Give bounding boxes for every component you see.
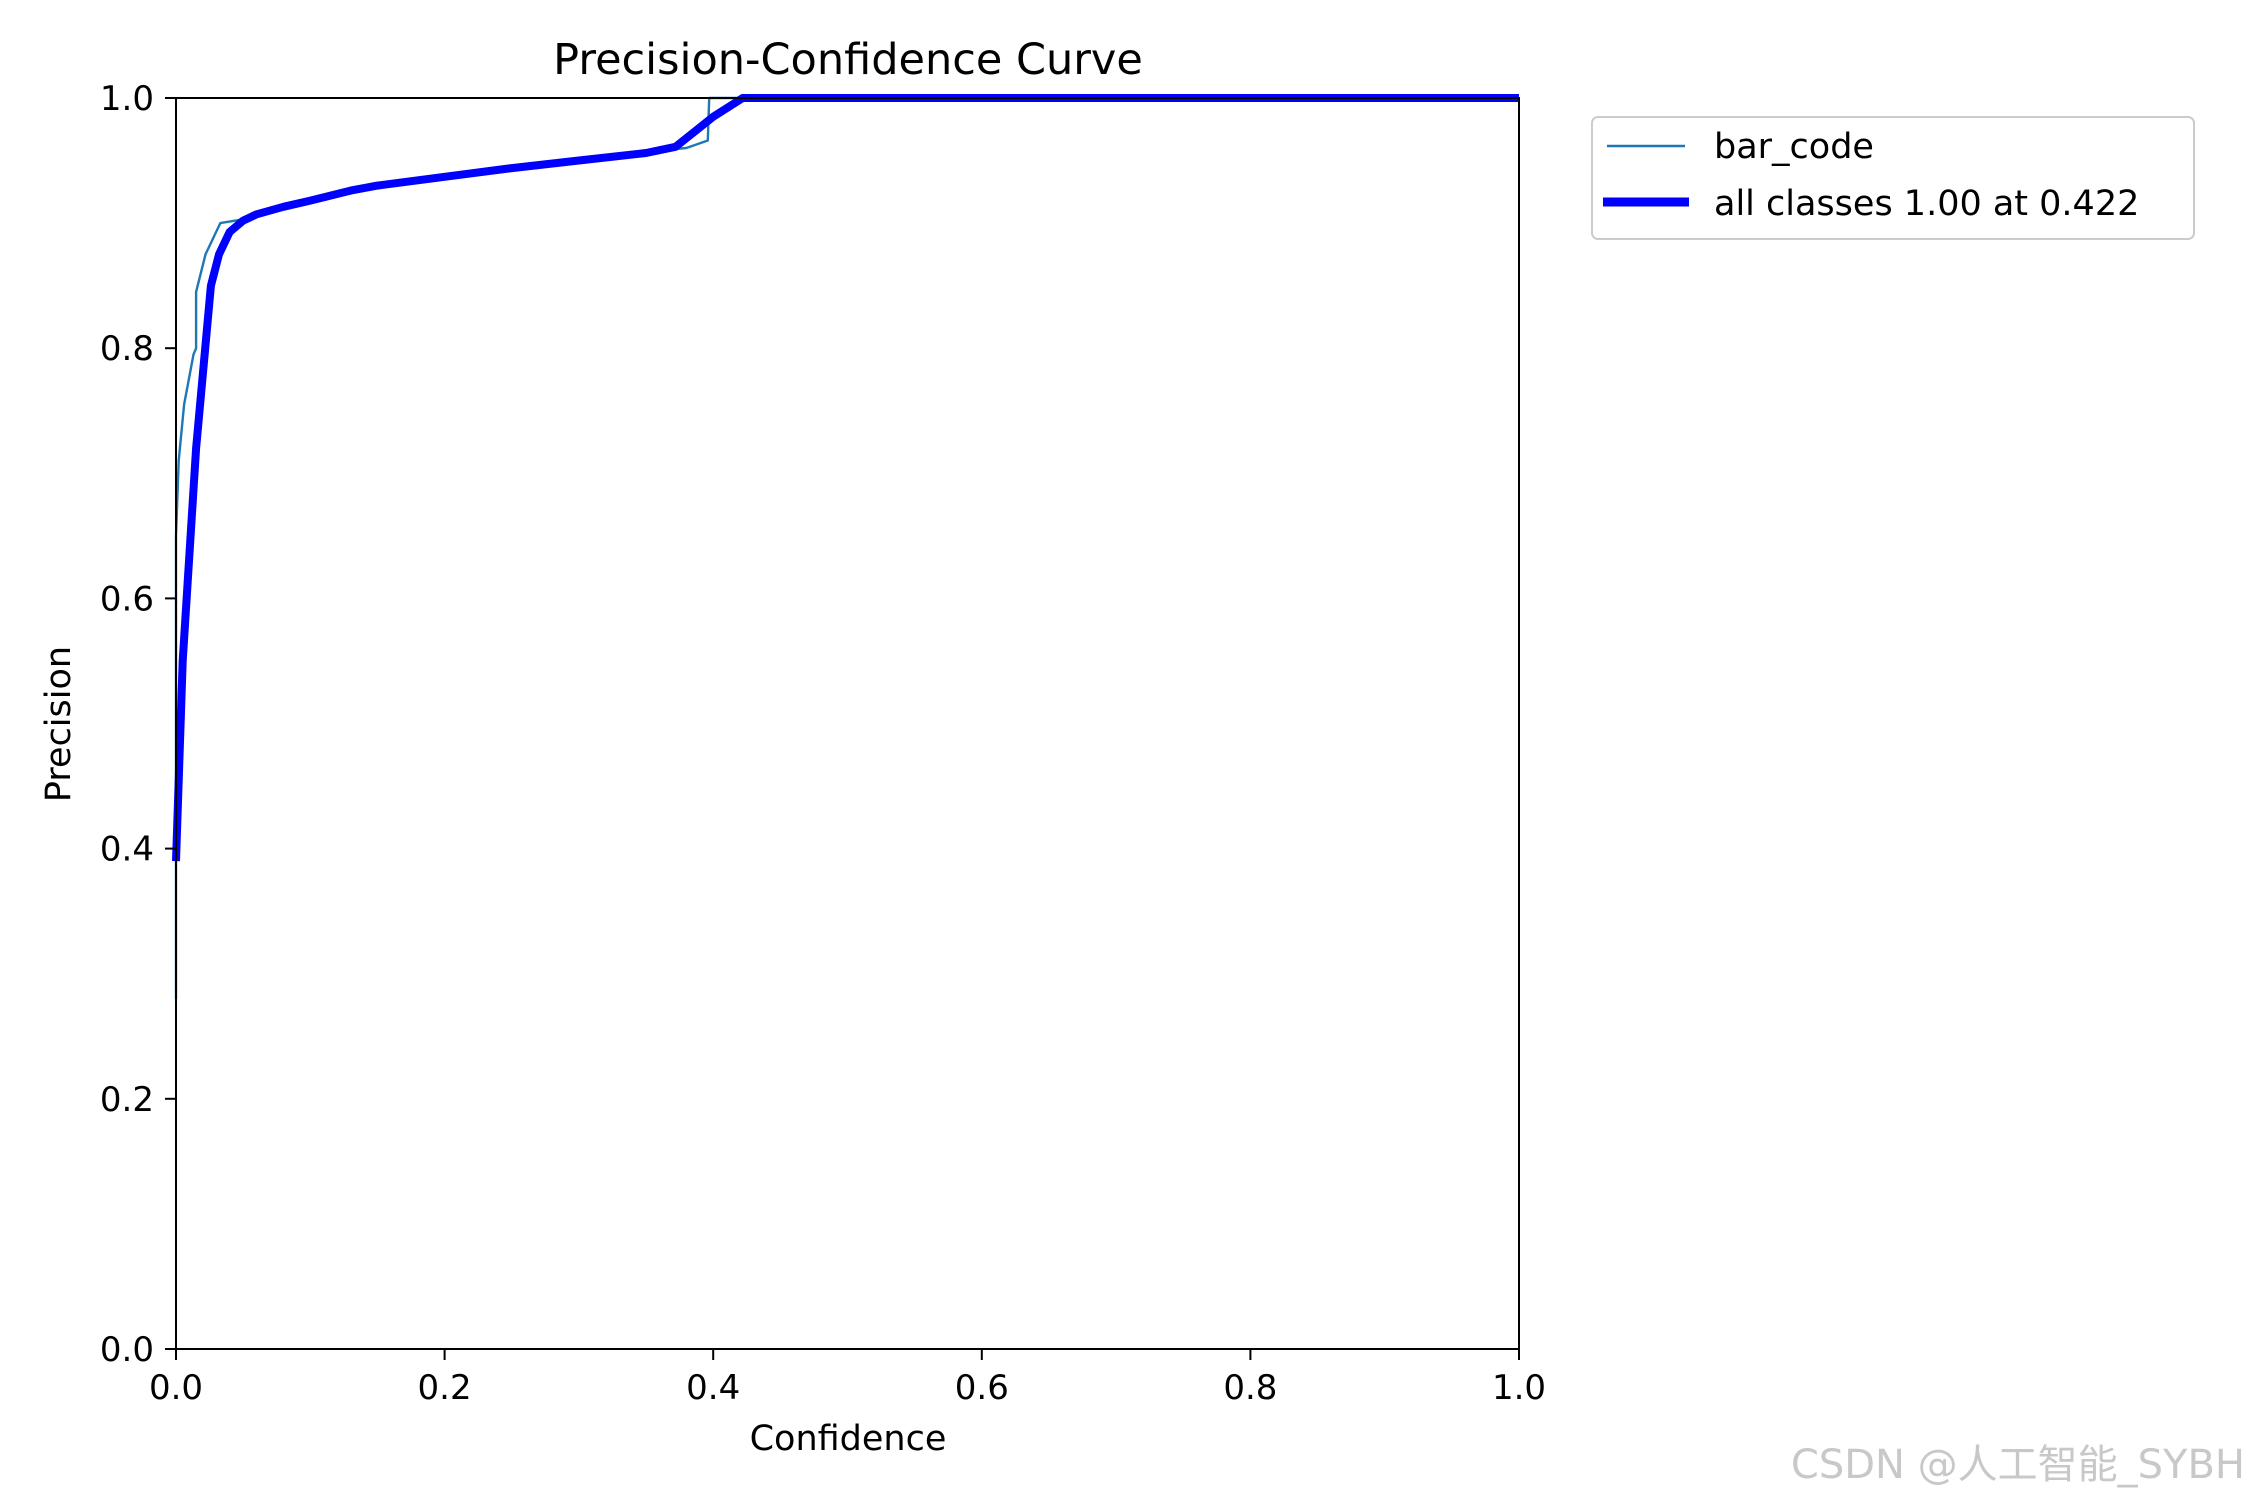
x-tick-label: 0.6 <box>955 1368 1009 1408</box>
x-axis-title: Confidence <box>750 1419 947 1459</box>
y-tick-label: 0.8 <box>100 329 154 369</box>
y-tick-label: 0.0 <box>100 1330 154 1370</box>
x-tick-label: 0.0 <box>149 1368 203 1408</box>
x-tick-label: 0.4 <box>686 1368 740 1408</box>
x-axis: 0.0 0.2 0.4 0.6 0.8 1.0 <box>149 1349 1546 1408</box>
watermark-text: CSDN @人工智能_SYBH <box>1791 1442 2245 1488</box>
y-axis-title: Precision <box>39 646 79 802</box>
x-tick-label: 0.2 <box>418 1368 472 1408</box>
y-axis: 0.0 0.2 0.4 0.6 0.8 1.0 <box>100 79 176 1370</box>
legend-box <box>1591 116 2195 240</box>
y-tick-label: 0.2 <box>100 1080 154 1120</box>
legend-label-all-classes: all classes 1.00 at 0.422 <box>1714 184 2139 224</box>
y-tick-label: 0.4 <box>100 830 154 870</box>
y-tick-label: 0.6 <box>100 579 154 619</box>
x-tick-label: 1.0 <box>1492 1368 1546 1408</box>
chart-title: Precision-Confidence Curve <box>553 35 1143 85</box>
plot-frame <box>175 97 1520 1350</box>
y-tick-label: 1.0 <box>100 79 154 119</box>
x-tick-label: 0.8 <box>1223 1368 1277 1408</box>
legend-label-bar-code: bar_code <box>1714 127 1874 167</box>
legend: bar_code all classes 1.00 at 0.422 <box>1591 116 2195 240</box>
